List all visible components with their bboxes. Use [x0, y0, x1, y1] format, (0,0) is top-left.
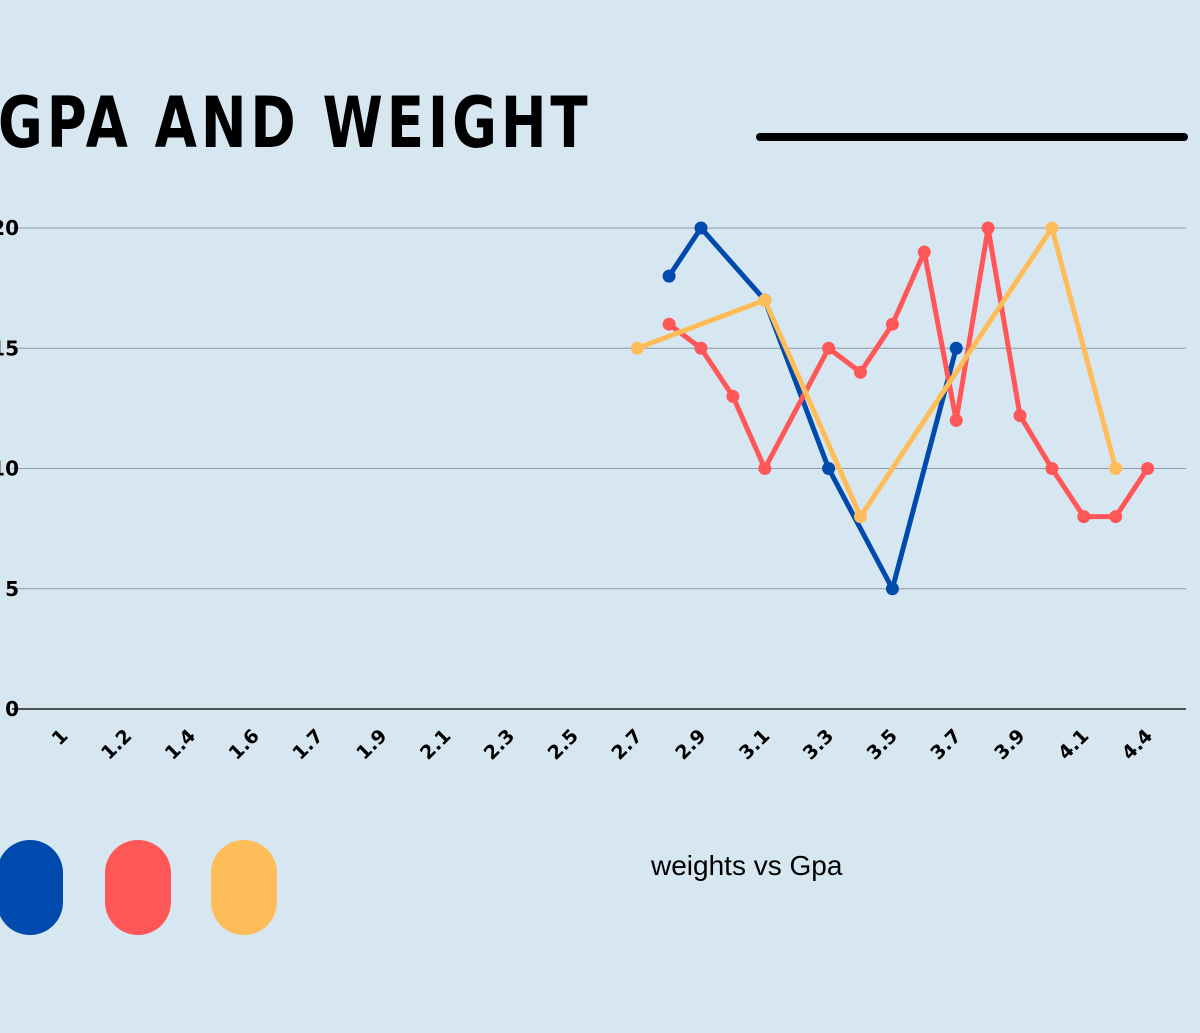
series-1-point [662, 269, 676, 283]
x-tick-label: 3.7 [926, 725, 965, 764]
x-tick-label: 3.1 [735, 725, 774, 764]
grid-lines [12, 227, 1186, 710]
series-2-point [854, 365, 867, 379]
series-3-point [758, 293, 772, 307]
series-2-point [694, 341, 708, 355]
legend-swatch-series-3 [211, 840, 277, 935]
series-2 [662, 221, 1155, 524]
series-3-point [630, 341, 644, 355]
series-2-point [1013, 409, 1027, 423]
series-2-point [1077, 510, 1091, 524]
chart-caption: weights vs Gpa [651, 850, 843, 881]
x-tick-label: 3.9 [990, 725, 1029, 764]
series-2-point [917, 245, 931, 259]
series-2-point [949, 413, 963, 427]
series-2-point [662, 317, 676, 331]
x-tick-label: 2.3 [480, 725, 519, 764]
series-1-point [694, 221, 708, 235]
y-tick-label: 10 [0, 457, 19, 481]
series-1-point [885, 582, 899, 596]
series-2-point [726, 389, 740, 403]
series-3 [630, 221, 1123, 524]
x-tick-label: 2.7 [607, 725, 646, 764]
x-tick-label: 4.4 [1118, 725, 1157, 764]
y-tick-label: 15 [0, 336, 19, 360]
series-2-point [758, 462, 772, 475]
x-tick-label: 3.5 [863, 725, 902, 764]
series-3-point [1109, 462, 1123, 475]
y-tick-label: 20 [0, 216, 19, 240]
series-3-line [634, 225, 1119, 520]
x-tick-label: 4.1 [1054, 725, 1093, 764]
series-1-line [666, 225, 959, 592]
y-tick-label: 0 [5, 697, 19, 721]
series-2-point [822, 341, 836, 355]
series-1-point [822, 462, 836, 475]
series-3-point [1045, 221, 1059, 235]
x-tick-label: 1.4 [161, 725, 200, 764]
series-2-point [1045, 462, 1059, 475]
legend-swatch-series-2 [105, 840, 171, 935]
series-lines [630, 221, 1155, 596]
series-1-point [949, 341, 963, 355]
legend-swatch-series-1 [0, 840, 63, 935]
series-2-point [981, 221, 995, 235]
x-tick-label: 1.6 [225, 725, 264, 764]
x-tick-label: 2.1 [416, 725, 455, 764]
title-divider [756, 133, 1188, 141]
x-tick-label: 1.2 [97, 725, 136, 764]
x-axis-ticks: 1 1.2 1.4 1.6 1.7 1.9 2.1 2.3 2.5 2.7 2.9 3.1 3.3 3.5… [48, 725, 1158, 764]
y-axis-ticks: 0 5 10 15 20 [0, 216, 19, 721]
series-2-point [1141, 462, 1155, 475]
x-tick-label: 2.9 [671, 725, 710, 764]
x-tick-label: 2.5 [544, 725, 583, 764]
series-2-point [885, 317, 899, 331]
y-tick-label: 5 [5, 577, 19, 601]
x-tick-label: 1.9 [352, 725, 391, 764]
chart-title: GPA AND WEIGHT [0, 82, 592, 164]
series-3-point [854, 510, 867, 524]
x-tick-label: 1 [48, 725, 73, 750]
series-2-point [1109, 510, 1123, 524]
x-tick-label: 3.3 [799, 725, 838, 764]
x-tick-label: 1.7 [288, 725, 327, 764]
